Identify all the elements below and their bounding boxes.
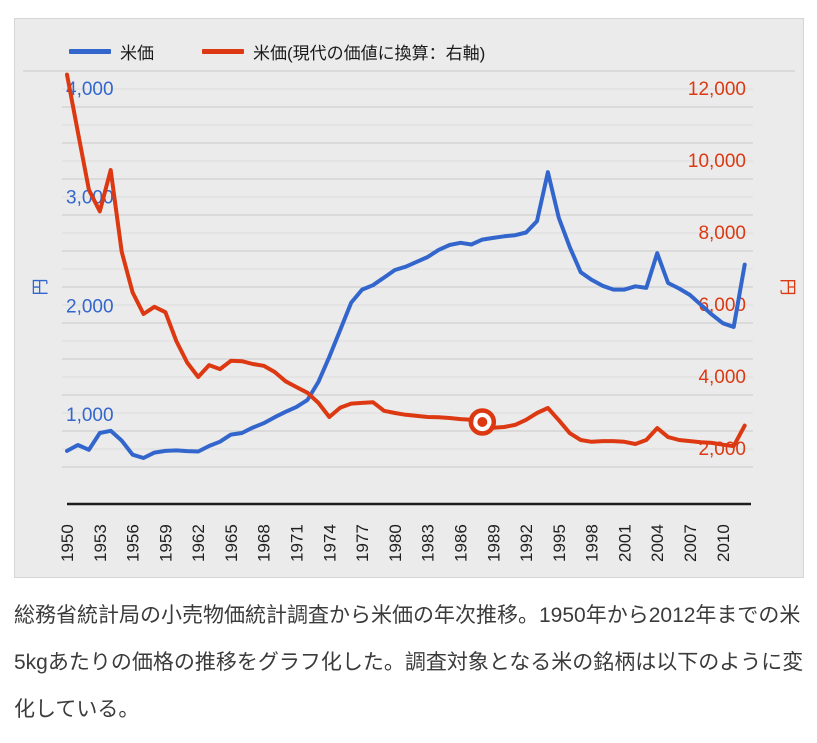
x-axis-tick: 1971: [288, 524, 307, 562]
rice-price-line: [65, 170, 747, 460]
x-axis-tick: 1962: [189, 524, 208, 562]
right-axis-tick: 10,000: [688, 151, 746, 172]
legend-swatch-blue: [69, 49, 111, 54]
legend-item-real-price[interactable]: 米価(現代の価値に換算：右軸): [202, 39, 485, 64]
x-axis-tick: 1989: [484, 524, 503, 562]
x-axis-tick: 1977: [353, 524, 372, 562]
x-axis-tick: 1968: [255, 524, 274, 562]
chart-caption: 総務省統計局の小売物価統計調査から米価の年次推移。1950年から2012年までの…: [14, 604, 804, 721]
x-axis-tick: 2001: [615, 524, 634, 562]
x-axis-tick: 1986: [452, 524, 471, 562]
x-axis-tick: 1974: [320, 524, 339, 562]
x-axis-tick: 1983: [419, 524, 438, 562]
x-axis-tick: 1995: [550, 524, 569, 562]
highlighted-point-dot[interactable]: [477, 417, 488, 427]
legend-swatch-red: [202, 49, 244, 54]
right-axis-title: 円: [778, 279, 797, 296]
right-axis-tick: 4,000: [698, 367, 746, 388]
left-axis-tick: 4,000: [66, 79, 114, 100]
x-axis-tick: 2007: [681, 524, 700, 562]
highlighted-point-ring[interactable]: [468, 408, 497, 436]
x-axis-tick: 1959: [156, 524, 175, 562]
legend-label-real: 米価(現代の価値に換算：右軸): [253, 44, 486, 63]
x-axis-tick: 1992: [517, 524, 536, 562]
rice-price-real-line: [65, 72, 747, 449]
x-axis-tick: 2010: [714, 524, 733, 562]
legend-item-nominal-price[interactable]: 米価: [69, 39, 154, 64]
right-axis-tick: 8,000: [698, 223, 746, 244]
legend-label-nominal: 米価: [120, 44, 154, 63]
chart-container: 1,000 2,000 3,000 4,000 2,000 4,000 6,000 8,000…: [14, 18, 804, 578]
left-axis-tick: 2,000: [66, 296, 114, 317]
x-axis-tick: 1953: [91, 524, 110, 562]
x-axis-tick: 1956: [124, 524, 143, 562]
x-axis-tick: 2004: [648, 524, 667, 562]
x-axis-tick: 1965: [222, 524, 241, 562]
chart-legend: 米価 米価(現代の価値に換算：右軸): [69, 39, 485, 64]
left-axis-tick: 1,000: [66, 405, 114, 426]
x-axis-tick: 1980: [386, 524, 405, 562]
price-chart: 1,0002,0003,0004,0002,0004,0006,0008,000…: [23, 70, 797, 562]
left-axis-title: 円: [31, 279, 50, 296]
right-axis-tick: 12,000: [688, 79, 746, 100]
x-axis-tick: 1998: [583, 524, 602, 562]
x-axis-tick: 1950: [58, 524, 77, 562]
